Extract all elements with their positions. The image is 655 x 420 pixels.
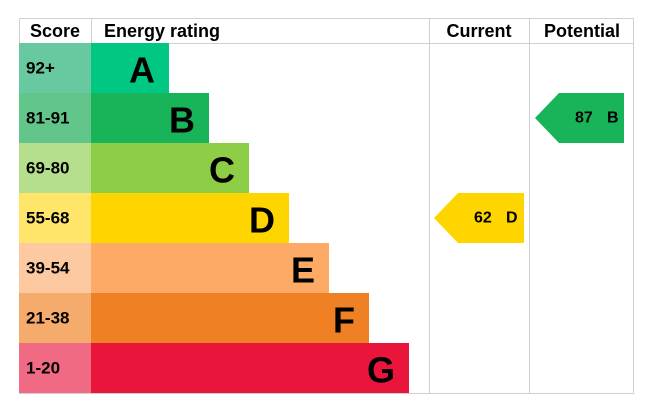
- score-cell: [19, 93, 91, 143]
- rating-letter: G: [367, 350, 395, 391]
- score-label: 92+: [26, 59, 55, 78]
- score-label: 55-68: [26, 209, 69, 228]
- score-cell: [19, 193, 91, 243]
- score-cell: [19, 343, 91, 393]
- header: Current: [446, 21, 511, 41]
- potential-arrow: [535, 93, 624, 143]
- current-value: 62: [474, 210, 492, 227]
- rating-letter: E: [291, 250, 315, 291]
- score-label: 81-91: [26, 109, 69, 128]
- score-cell: [19, 243, 91, 293]
- score-cell: [19, 43, 91, 93]
- rating-bar: [91, 343, 409, 393]
- rating-letter: C: [209, 150, 235, 191]
- rating-bar: [91, 243, 329, 293]
- score-cell: [19, 293, 91, 343]
- current-letter: D: [506, 210, 518, 227]
- rating-bar: [91, 93, 209, 143]
- rating-bar: [91, 293, 369, 343]
- potential-value: 87: [575, 110, 593, 127]
- rating-letter: F: [333, 300, 355, 341]
- score-label: 21-38: [26, 309, 69, 328]
- score-label: 69-80: [26, 159, 69, 178]
- score-label: 1-20: [26, 359, 60, 378]
- rating-bar: [91, 43, 169, 93]
- header: Potential: [544, 21, 620, 41]
- rating-letter: B: [169, 100, 195, 141]
- header: Score: [30, 21, 80, 41]
- header: Energy rating: [104, 21, 220, 41]
- rating-letter: D: [249, 200, 275, 241]
- score-label: 39-54: [26, 259, 70, 278]
- current-arrow: [434, 193, 524, 243]
- score-cell: [19, 143, 91, 193]
- potential-letter: B: [607, 110, 619, 127]
- rating-bar: [91, 143, 249, 193]
- rating-letter: A: [129, 50, 155, 91]
- rating-bar: [91, 193, 289, 243]
